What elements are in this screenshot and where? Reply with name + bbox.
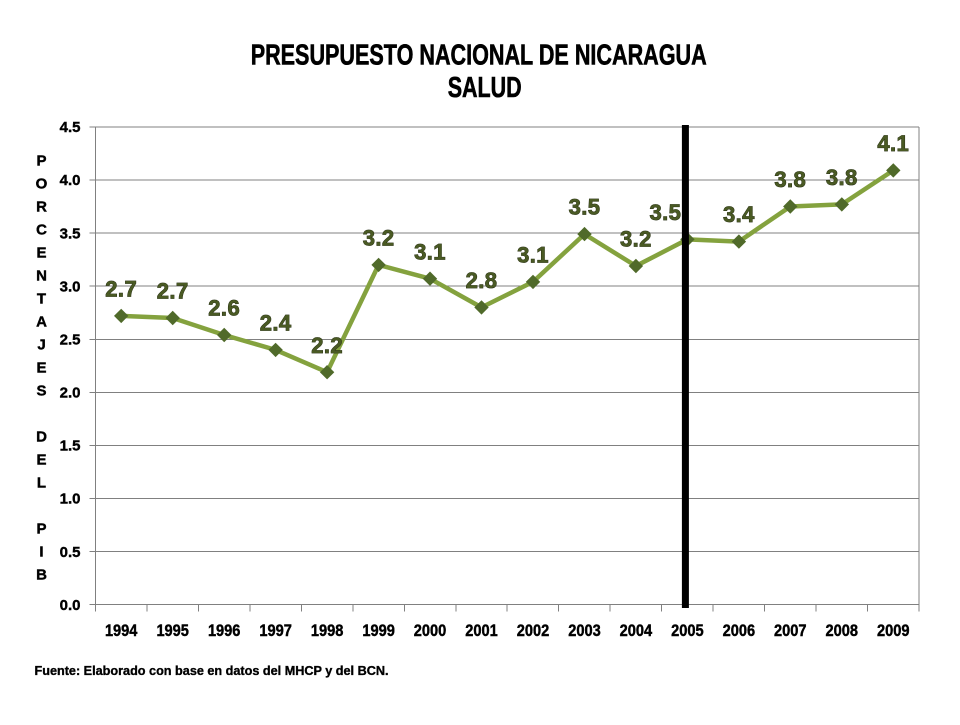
svg-text:N: N — [36, 268, 47, 285]
svg-text:4.0: 4.0 — [60, 172, 81, 189]
svg-text:D: D — [36, 429, 47, 446]
svg-text:1999: 1999 — [362, 621, 395, 640]
svg-text:3.4: 3.4 — [723, 202, 755, 227]
svg-text:2005: 2005 — [671, 621, 704, 640]
svg-text:A: A — [36, 314, 47, 331]
svg-text:4.5: 4.5 — [60, 119, 81, 136]
svg-text:R: R — [36, 199, 47, 216]
svg-text:2.7: 2.7 — [157, 279, 189, 304]
svg-text:Fuente: Elaborado con base en: Fuente: Elaborado con base en datos del … — [35, 663, 389, 678]
svg-text:1.5: 1.5 — [60, 438, 81, 455]
svg-text:4.1: 4.1 — [877, 131, 909, 156]
svg-text:3.1: 3.1 — [414, 239, 446, 264]
svg-text:2.0: 2.0 — [60, 385, 81, 402]
svg-text:3.5: 3.5 — [569, 195, 601, 220]
svg-text:0.5: 0.5 — [60, 544, 81, 561]
svg-text:2009: 2009 — [877, 621, 910, 640]
svg-text:SALUD: SALUD — [448, 72, 522, 104]
svg-text:J: J — [37, 337, 45, 354]
svg-text:E: E — [36, 245, 46, 262]
svg-text:I: I — [39, 544, 43, 561]
svg-text:1996: 1996 — [208, 621, 241, 640]
svg-text:2.8: 2.8 — [466, 268, 498, 293]
svg-text:2.6: 2.6 — [208, 296, 240, 321]
svg-text:O: O — [36, 176, 48, 193]
svg-text:3.2: 3.2 — [620, 227, 652, 252]
svg-text:2.7: 2.7 — [105, 277, 137, 302]
svg-text:2001: 2001 — [465, 621, 498, 640]
svg-text:T: T — [37, 291, 46, 308]
svg-text:2003: 2003 — [568, 621, 601, 640]
svg-text:2008: 2008 — [826, 621, 859, 640]
svg-text:P: P — [36, 521, 46, 538]
svg-text:1994: 1994 — [105, 621, 138, 640]
svg-text:2002: 2002 — [517, 621, 550, 640]
svg-text:S: S — [36, 383, 46, 400]
svg-text:2.5: 2.5 — [60, 332, 81, 349]
svg-text:2.4: 2.4 — [260, 311, 292, 336]
svg-text:L: L — [37, 475, 46, 492]
svg-text:1997: 1997 — [259, 621, 292, 640]
svg-text:3.0: 3.0 — [60, 278, 81, 295]
svg-text:3.5: 3.5 — [650, 200, 682, 225]
svg-text:2006: 2006 — [723, 621, 756, 640]
svg-text:1998: 1998 — [311, 621, 344, 640]
svg-text:B: B — [36, 567, 47, 584]
svg-text:1995: 1995 — [156, 621, 189, 640]
svg-text:1.0: 1.0 — [60, 491, 81, 508]
svg-text:E: E — [36, 452, 46, 469]
svg-text:0.0: 0.0 — [60, 597, 81, 614]
svg-text:C: C — [36, 222, 47, 239]
svg-text:PRESUPUESTO NACIONAL DE NICARA: PRESUPUESTO NACIONAL DE NICARAGUA — [251, 40, 707, 72]
svg-text:3.5: 3.5 — [60, 225, 81, 242]
svg-text:2000: 2000 — [414, 621, 447, 640]
svg-text:2007: 2007 — [774, 621, 807, 640]
svg-text:2004: 2004 — [620, 621, 653, 640]
svg-text:P: P — [36, 153, 46, 170]
svg-text:3.8: 3.8 — [774, 167, 806, 192]
svg-text:3.2: 3.2 — [363, 226, 395, 251]
svg-text:E: E — [36, 360, 46, 377]
svg-text:2.2: 2.2 — [311, 333, 343, 358]
svg-text:3.1: 3.1 — [517, 243, 549, 268]
svg-text:3.8: 3.8 — [826, 165, 858, 190]
